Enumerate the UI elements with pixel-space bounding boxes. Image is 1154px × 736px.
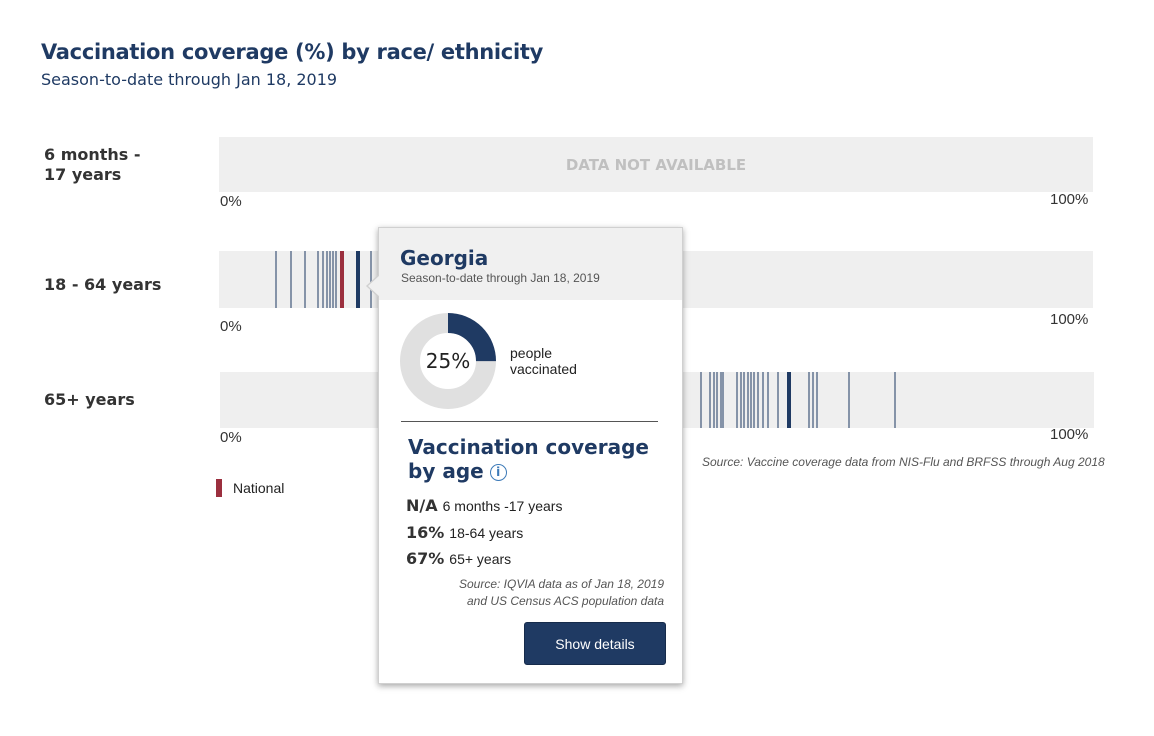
- state-tick[interactable]: [712, 372, 715, 428]
- state-tick[interactable]: [736, 372, 739, 428]
- row-label-18-64y: 18 - 64 years: [44, 275, 162, 294]
- tooltip-subtitle: Season-to-date through Jan 18, 2019: [401, 271, 600, 285]
- state-tick[interactable]: [331, 251, 334, 308]
- state-tick[interactable]: [335, 251, 338, 308]
- age-label: 18-64 years: [449, 525, 524, 541]
- show-details-button[interactable]: Show details: [524, 622, 666, 665]
- state-tick[interactable]: [274, 251, 277, 308]
- axis-min-label: 0%: [220, 193, 242, 210]
- state-tooltip: Georgia Season-to-date through Jan 18, 2…: [366, 227, 683, 684]
- selected-state-tick[interactable]: [355, 251, 360, 308]
- vaccinated-donut: [400, 313, 496, 409]
- coverage-by-age-text: Vaccination coverage by age: [408, 435, 649, 483]
- axis-max-label: 100%: [1050, 191, 1089, 208]
- state-tick[interactable]: [719, 372, 722, 428]
- state-tick[interactable]: [722, 372, 725, 428]
- row-label-65plus: 65+ years: [44, 390, 135, 409]
- state-tick[interactable]: [893, 372, 896, 428]
- state-tick[interactable]: [325, 251, 328, 308]
- donut-percent-label: 25%: [425, 349, 471, 373]
- state-tick[interactable]: [848, 372, 851, 428]
- axis-max-label: 100%: [1050, 311, 1089, 328]
- age-value: N/A: [406, 496, 438, 515]
- age-row-18-64y: 16% 18-64 years: [406, 523, 523, 542]
- age-label: 6 months -17 years: [442, 498, 563, 514]
- state-tick[interactable]: [808, 372, 811, 428]
- state-tick[interactable]: [709, 372, 712, 428]
- selected-state-tick[interactable]: [786, 372, 791, 428]
- coverage-by-age-title: Vaccination coverage by age i: [408, 435, 668, 483]
- state-tick[interactable]: [777, 372, 780, 428]
- state-tick[interactable]: [322, 251, 324, 308]
- state-tick[interactable]: [749, 372, 752, 428]
- state-tick[interactable]: [743, 372, 746, 428]
- tooltip-state-name: Georgia: [400, 246, 489, 270]
- chart-title: Vaccination coverage (%) by race/ ethnic…: [41, 40, 543, 64]
- people-vaccinated-label: people vaccinated: [510, 345, 577, 377]
- chart-source: Source: Vaccine coverage data from NIS-F…: [702, 455, 1105, 469]
- tooltip-source-line1: Source: IQVIA data as of Jan 18, 2019: [458, 577, 664, 591]
- tooltip-header: Georgia Season-to-date through Jan 18, 2…: [379, 228, 682, 300]
- legend: National: [216, 479, 284, 497]
- state-tick[interactable]: [328, 251, 331, 308]
- info-icon[interactable]: i: [489, 464, 507, 481]
- state-tick[interactable]: [761, 372, 764, 428]
- age-value: 67%: [406, 549, 445, 568]
- row-label-6m-17y: 6 months - 17 years: [44, 145, 141, 184]
- age-row-6m-17y: N/A 6 months -17 years: [406, 496, 562, 515]
- state-tick[interactable]: [753, 372, 755, 428]
- state-tick[interactable]: [716, 372, 719, 428]
- tooltip-divider: [401, 421, 658, 422]
- state-tick[interactable]: [316, 251, 319, 308]
- tooltip-source: Source: IQVIA data as of Jan 18, 2019 an…: [459, 576, 664, 610]
- age-value: 16%: [406, 523, 445, 542]
- state-tick[interactable]: [303, 251, 306, 308]
- axis-max-label: 100%: [1050, 426, 1089, 443]
- state-tick[interactable]: [815, 372, 818, 428]
- age-row-65plus: 67% 65+ years: [406, 549, 511, 568]
- state-tick[interactable]: [289, 251, 292, 308]
- state-tick[interactable]: [811, 372, 814, 428]
- donut-vaccinated-arc: [400, 313, 496, 409]
- national-tick[interactable]: [340, 251, 345, 308]
- data-not-available: DATA NOT AVAILABLE: [565, 155, 747, 174]
- legend-label-national: National: [233, 480, 285, 496]
- age-label: 65+ years: [449, 551, 512, 567]
- tooltip-source-line2: and US Census ACS population data: [466, 594, 664, 608]
- strip-track-6m-17y: DATA NOT AVAILABLE: [219, 137, 1093, 192]
- chart-subtitle: Season-to-date through Jan 18, 2019: [41, 70, 338, 89]
- tooltip-pointer-fill: [368, 275, 380, 297]
- state-tick[interactable]: [766, 372, 769, 428]
- legend-swatch-national: [216, 479, 222, 497]
- state-tick[interactable]: [756, 372, 759, 428]
- state-tick[interactable]: [739, 372, 742, 428]
- state-tick[interactable]: [746, 372, 749, 428]
- axis-min-label: 0%: [220, 429, 242, 446]
- state-tick[interactable]: [699, 372, 702, 428]
- axis-min-label: 0%: [220, 318, 242, 335]
